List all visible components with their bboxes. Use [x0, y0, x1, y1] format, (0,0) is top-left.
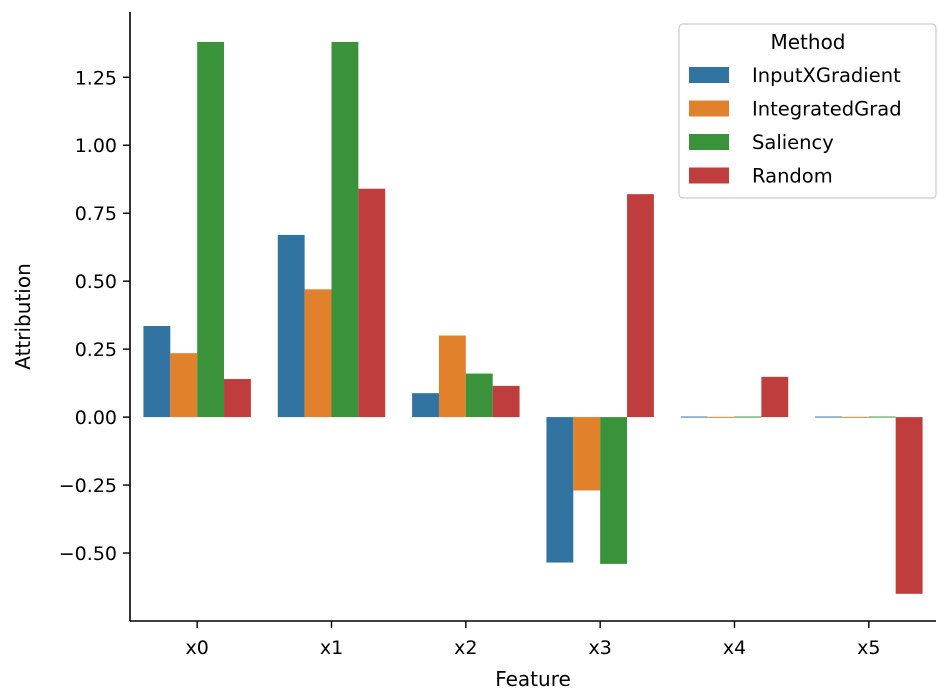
bar-random-x5 [895, 417, 923, 594]
legend-label-saliency: Saliency [752, 131, 834, 154]
bar-integratedgrad-x4 [707, 416, 735, 418]
bar-saliency-x1 [331, 41, 359, 418]
x-axis-title: Feature [495, 667, 571, 691]
bar-saliency-x4 [734, 416, 762, 418]
bar-random-x0 [224, 379, 251, 418]
bar-inputxgradient-x1 [277, 234, 305, 418]
x-tick-label-x4: x4 [723, 637, 746, 659]
ticks-layer: −0.50 −0.25 0.00 0.25 0.50 0.75 1.00 1.25 x0 x1 x2… [59, 67, 881, 659]
y-tick-label: 1.25 [75, 67, 117, 89]
y-tick-label: −0.25 [59, 475, 117, 497]
x-tick-label-x0: x0 [185, 637, 208, 659]
x-tick-label-x2: x2 [454, 637, 477, 659]
x-tick-label-x3: x3 [588, 637, 611, 659]
bar-random-x4 [761, 376, 789, 418]
bars-layer [143, 41, 923, 594]
y-tick-label: 0.00 [75, 407, 117, 429]
legend-swatch-random [689, 167, 729, 184]
bar-inputxgradient-x3 [546, 417, 574, 563]
y-tick-label: 0.50 [75, 271, 117, 293]
legend-swatch-integratedgrad [689, 100, 729, 117]
bar-saliency-x3 [600, 417, 628, 564]
bar-random-x3 [627, 194, 654, 418]
bar-inputxgradient-x5 [815, 416, 842, 418]
x-tick-label-x5: x5 [857, 637, 880, 659]
bar-integratedgrad-x2 [438, 335, 466, 418]
bar-saliency-x2 [465, 373, 493, 418]
bar-integratedgrad-x0 [170, 353, 198, 418]
axes-layer [129, 12, 936, 622]
x-tick-label-x1: x1 [320, 637, 343, 659]
bar-saliency-x0 [197, 41, 225, 418]
bar-integratedgrad-x1 [304, 289, 332, 418]
y-tick-label: 0.25 [75, 339, 117, 361]
bar-integratedgrad-x5 [841, 416, 869, 418]
legend-label-integratedgrad: IntegratedGrad [752, 98, 902, 121]
bar-saliency-x5 [868, 416, 896, 418]
bar-random-x2 [492, 385, 520, 418]
bar-inputxgradient-x2 [412, 393, 439, 418]
legend-title: Method [770, 30, 845, 54]
y-tick-label: 0.75 [75, 203, 117, 225]
bar-inputxgradient-x4 [680, 416, 708, 418]
legend: Method InputXGradient IntegratedGrad Salie… [678, 23, 937, 199]
y-tick-label: −0.50 [59, 543, 117, 565]
y-axis-title: Attribution [11, 263, 35, 369]
legend-label-inputxgradient: InputXGradient [752, 64, 901, 87]
legend-swatch-saliency [689, 134, 729, 150]
legend-box [678, 23, 937, 199]
bar-integratedgrad-x3 [573, 417, 601, 491]
legend-label-random: Random [752, 165, 833, 188]
bar-random-x1 [358, 188, 386, 418]
legend-swatch-inputxgradient [689, 67, 729, 83]
bar-inputxgradient-x0 [143, 326, 171, 418]
y-tick-label: 1.00 [75, 135, 117, 157]
